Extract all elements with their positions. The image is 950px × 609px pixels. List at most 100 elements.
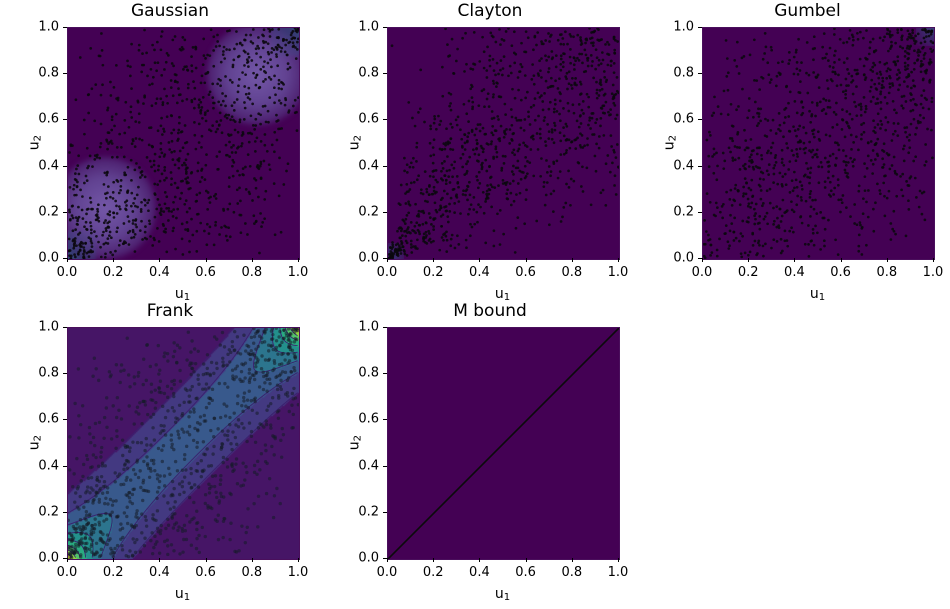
diagonal-line-mbound — [388, 328, 619, 559]
yaxis-label-mbound: u2 — [346, 434, 364, 450]
xtick-mark-clayton-5 — [618, 258, 619, 262]
ytick-label-clayton-1: 0.2 — [358, 204, 379, 220]
subplot-mbound: M bound 0.0 0.2 0.4 0.6 0.8 1.0 0.0 0.2 0.4 0.6 0.8… — [346, 301, 630, 609]
yaxis-label-gumbel: u2 — [661, 134, 679, 150]
xtick-label-gaussian-2: 0.4 — [149, 265, 170, 280]
ytick-label-gumbel-3: 0.6 — [673, 111, 694, 127]
ytick-mark-gumbel-1 — [698, 211, 702, 213]
xtick-mark-frank-3 — [205, 558, 207, 562]
xtick-mark-mbound-5 — [618, 558, 619, 562]
plot-content-gaussian — [68, 28, 299, 259]
xtick-mark-mbound-4 — [571, 558, 573, 562]
xtick-label-mbound-2: 0.4 — [469, 565, 490, 580]
ytick-mark-gaussian-5 — [63, 27, 67, 28]
xtick-label-clayton-5: 1.0 — [607, 265, 629, 280]
ytick-label-frank-5: 1.0 — [38, 319, 59, 335]
density-feature-gaussian-2 — [68, 231, 96, 259]
ytick-label-gumbel-2: 0.4 — [673, 158, 694, 174]
plot-content-mbound — [388, 328, 619, 559]
yaxis-label-clayton: u2 — [346, 134, 364, 150]
ytick-label-clayton-4: 0.8 — [358, 65, 379, 81]
xtick-mark-mbound-0 — [387, 558, 388, 562]
xaxis-label-frank: u1 — [174, 586, 191, 604]
xaxis-label-mbound: u1 — [494, 586, 511, 604]
xtick-mark-gaussian-3 — [205, 258, 207, 262]
subplot-frank: Frank 0.0 0.2 0.4 0.6 0.8 1.0 0.0 0.2 0.4 0.6 0.8 1.… — [26, 303, 310, 609]
xtick-label-frank-2: 0.4 — [149, 565, 170, 580]
scatter-points-frank — [68, 328, 299, 559]
ytick-mark-mbound-4 — [383, 373, 387, 375]
ytick-label-clayton-3: 0.6 — [358, 111, 379, 127]
xtick-mark-gumbel-5 — [933, 258, 934, 262]
xtick-label-mbound-5: 1.0 — [607, 565, 629, 580]
xtick-mark-gumbel-4 — [886, 258, 888, 262]
ytick-mark-clayton-3 — [383, 119, 387, 121]
xtick-label-clayton-4: 0.8 — [561, 265, 583, 280]
ytick-mark-clayton-2 — [383, 165, 387, 167]
xtick-label-gaussian-0: 0.0 — [56, 265, 78, 280]
ytick-mark-mbound-0 — [383, 558, 387, 559]
ytick-label-gaussian-2: 0.4 — [38, 158, 59, 174]
xtick-mark-gaussian-4 — [251, 258, 253, 262]
xtick-mark-clayton-1 — [433, 258, 435, 262]
scatter-points-gaussian — [68, 28, 299, 259]
xtick-mark-gumbel-0 — [702, 258, 703, 262]
subplot-title-clayton: Clayton — [457, 1, 523, 21]
ytick-label-gaussian-1: 0.2 — [38, 204, 59, 220]
ytick-mark-mbound-2 — [383, 465, 387, 467]
ytick-label-gaussian-3: 0.6 — [38, 111, 59, 127]
ytick-mark-gaussian-2 — [63, 165, 67, 167]
ytick-mark-clayton-4 — [383, 73, 387, 75]
xtick-mark-gumbel-2 — [794, 258, 796, 262]
xtick-mark-gaussian-5 — [298, 258, 299, 262]
ytick-label-mbound-3: 0.6 — [358, 411, 379, 427]
plot-area-gumbel — [702, 27, 935, 260]
xtick-mark-clayton-0 — [387, 258, 388, 262]
xtick-mark-frank-4 — [251, 558, 253, 562]
xtick-label-gumbel-4: 0.8 — [876, 265, 898, 280]
ytick-mark-frank-3 — [63, 419, 67, 421]
ytick-label-gaussian-5: 1.0 — [38, 19, 59, 35]
subplot-clayton: Clayton 0.0 0.2 0.4 0.6 0.8 1.0 0.0 0.2 0.4 0.6 0.8… — [346, 1, 630, 309]
ytick-mark-frank-1 — [63, 511, 67, 513]
ytick-label-mbound-4: 0.8 — [358, 365, 379, 381]
xtick-mark-clayton-3 — [525, 258, 527, 262]
ytick-label-mbound-0: 0.0 — [358, 550, 379, 566]
xtick-label-gumbel-1: 0.2 — [737, 265, 759, 280]
subplot-title-mbound: M bound — [453, 301, 527, 321]
ytick-mark-mbound-5 — [383, 327, 387, 328]
ytick-mark-mbound-3 — [383, 419, 387, 421]
xtick-mark-frank-0 — [67, 558, 68, 562]
ytick-label-gaussian-4: 0.8 — [38, 65, 59, 81]
scatter-points-clayton — [388, 28, 619, 259]
xtick-label-frank-5: 1.0 — [287, 565, 309, 580]
xtick-label-gaussian-1: 0.2 — [102, 265, 124, 280]
ytick-label-frank-4: 0.8 — [38, 365, 59, 381]
xtick-label-clayton-0: 0.0 — [376, 265, 398, 280]
xtick-label-gumbel-0: 0.0 — [691, 265, 713, 280]
ytick-mark-gumbel-3 — [698, 119, 702, 121]
xtick-mark-gumbel-3 — [840, 258, 842, 262]
xaxis-label-clayton: u1 — [494, 286, 511, 304]
xtick-label-frank-4: 0.8 — [241, 565, 263, 580]
ytick-mark-gumbel-0 — [698, 258, 702, 259]
xtick-mark-frank-2 — [159, 558, 161, 562]
ytick-mark-clayton-5 — [383, 27, 387, 28]
ytick-mark-gumbel-2 — [698, 165, 702, 167]
xtick-mark-mbound-3 — [525, 558, 527, 562]
ytick-label-gaussian-0: 0.0 — [38, 250, 59, 266]
xtick-label-clayton-2: 0.4 — [469, 265, 490, 280]
ytick-mark-mbound-1 — [383, 511, 387, 513]
xtick-mark-clayton-2 — [479, 258, 481, 262]
plot-area-clayton — [387, 27, 620, 260]
ytick-label-gumbel-5: 1.0 — [673, 19, 694, 35]
ytick-label-gumbel-1: 0.2 — [673, 204, 694, 220]
ytick-mark-gaussian-1 — [63, 211, 67, 213]
plot-area-gaussian — [67, 27, 300, 260]
ytick-label-frank-2: 0.4 — [38, 458, 59, 474]
xtick-label-gaussian-5: 1.0 — [287, 265, 309, 280]
ytick-label-mbound-5: 1.0 — [358, 319, 379, 335]
xtick-mark-gaussian-2 — [159, 258, 161, 262]
xtick-mark-clayton-4 — [571, 258, 573, 262]
xtick-label-mbound-4: 0.8 — [561, 565, 583, 580]
